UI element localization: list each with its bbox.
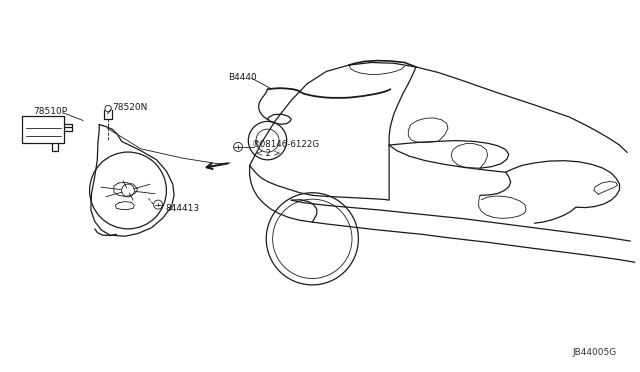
Text: B4440: B4440 (228, 73, 257, 82)
Text: 78520N: 78520N (112, 103, 147, 112)
Text: JB44005G: JB44005G (573, 348, 617, 357)
Text: < 2 >: < 2 > (256, 149, 280, 158)
Text: ®08146-6122G: ®08146-6122G (252, 140, 319, 149)
Text: 78510P: 78510P (33, 107, 67, 116)
Text: 844413: 844413 (165, 204, 199, 213)
